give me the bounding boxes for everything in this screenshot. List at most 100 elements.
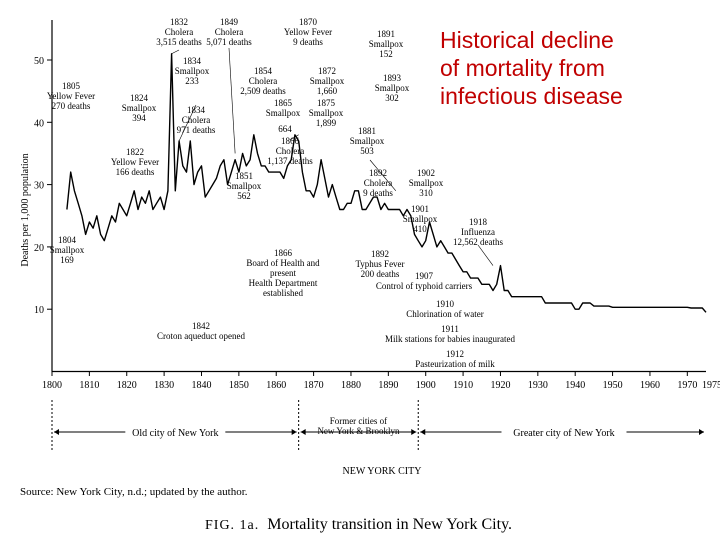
x-tick-label: 1950 <box>603 380 623 391</box>
annotation-line: 1891 <box>377 29 395 39</box>
annotation-line: Smallpox <box>227 181 262 191</box>
annotation-line: 152 <box>379 49 393 59</box>
arrowhead <box>300 429 306 435</box>
annotation-line: 1849 <box>220 17 239 27</box>
annotation: 1851 Smallpox 562 <box>227 171 262 201</box>
annotation-line: Smallpox <box>409 178 444 188</box>
annotation-line: Smallpox <box>266 108 301 118</box>
annotation-line: Smallpox <box>403 214 438 224</box>
annotation: 1849 Cholera 5,071 deaths <box>206 17 252 47</box>
annotation: 1804 Smallpox 169 <box>50 235 85 265</box>
annotation-line: Milk stations for babies inaugurated <box>385 334 515 344</box>
annotation-line: Croton aqueduct opened <box>157 331 245 341</box>
annotation-line: Yellow Fever <box>111 157 159 167</box>
annotation-line: 1881 <box>358 126 376 136</box>
annotation-line: Smallpox <box>175 66 210 76</box>
y-tick-label: 40 <box>34 118 44 129</box>
annotation-line: 1870 <box>299 17 318 27</box>
annotation: 1870 Yellow Fever 9 deaths <box>284 17 332 47</box>
annotation-line: 1834 <box>183 56 202 66</box>
annotation-line: 1893 <box>383 73 402 83</box>
annotation: 1907 Control of typhoid carriers <box>376 271 473 291</box>
x-tick-label: 1920 <box>490 380 510 391</box>
annotation-line: 9 deaths <box>363 188 393 198</box>
annotation: 1865 Smallpox <box>266 98 301 118</box>
y-tick-label: 30 <box>34 181 44 192</box>
annotation: 1872 Smallpox 1,660 <box>310 66 345 96</box>
figure-caption-text: Mortality transition in New York City. <box>267 516 513 533</box>
period-label: Old city of New York <box>132 428 218 439</box>
annotation-line: Health Department <box>249 278 318 288</box>
annotation-line: 310 <box>419 188 433 198</box>
annotation: 1854 Cholera 2,509 deaths <box>240 66 286 96</box>
annotation: 1893 Smallpox 302 <box>375 73 410 103</box>
x-tick-label: 1820 <box>117 380 137 391</box>
annotation-line: Influenza <box>461 227 495 237</box>
annotation-line: Cholera <box>165 27 194 37</box>
annotation-line: 1901 <box>411 204 429 214</box>
annotation-line: 1907 <box>415 271 434 281</box>
annotation-line: 971 deaths <box>177 125 216 135</box>
annotation-line: 166 deaths <box>116 167 155 177</box>
x-tick-label-last: 1975 <box>702 380 720 391</box>
x-tick-label: 1970 <box>677 380 697 391</box>
annotation-line: 1865 <box>274 98 293 108</box>
annotation-line: 1824 <box>130 93 149 103</box>
annotation-line: 3,515 deaths <box>156 37 202 47</box>
annotation: 1842 Croton aqueduct opened <box>157 321 245 341</box>
annotation-line: Cholera <box>215 27 244 37</box>
annotation-line: Smallpox <box>350 136 385 146</box>
figure-caption: FIG. 1a. Mortality transition in New York… <box>205 516 512 534</box>
overlay-title-line-1: Historical decline <box>440 27 614 53</box>
annotation-line: 9 deaths <box>293 37 323 47</box>
annotation-line: 664 <box>278 124 292 134</box>
annotation-line: Yellow Fever <box>47 91 95 101</box>
y-axis-label: Deaths per 1,000 population <box>20 153 31 266</box>
arrowhead <box>420 429 426 435</box>
annotation: 1832 Cholera 3,515 deaths <box>156 17 202 47</box>
annotation-line: 1866 <box>274 248 293 258</box>
x-tick-label: 1870 <box>304 380 324 391</box>
annotation-line: 1834 <box>187 105 206 115</box>
annotation-line: Yellow Fever <box>284 27 332 37</box>
annotation: 664 <box>278 124 292 134</box>
annotation-line: Typhus Fever <box>355 259 404 269</box>
overlay-title-line-2: of mortality from <box>440 55 605 81</box>
annotation-line: 1822 <box>126 147 144 157</box>
y-tick-label: 50 <box>34 56 44 67</box>
x-tick-label: 1830 <box>154 380 174 391</box>
annotation-line: 302 <box>385 93 399 103</box>
annotation-line: 233 <box>185 76 199 86</box>
annotation-pointer <box>477 244 494 266</box>
annotation-line: Smallpox <box>122 103 157 113</box>
annotation-line: 410 <box>413 224 427 234</box>
annotation-line: 1866 <box>281 136 300 146</box>
x-tick-label: 1840 <box>191 380 211 391</box>
annotation-line: 1851 <box>235 171 253 181</box>
annotation-line: 1804 <box>58 235 77 245</box>
annotation-line: 1,137 deaths <box>267 156 313 166</box>
x-tick-label: 1800 <box>42 380 62 391</box>
annotation-line: Smallpox <box>369 39 404 49</box>
annotation-pointer <box>228 47 236 154</box>
mortality-line <box>66 53 707 313</box>
period-label-line: Former cities of <box>330 416 388 426</box>
annotation: 1834 Smallpox 233 <box>175 56 210 86</box>
annotation-line: 562 <box>237 191 251 201</box>
source-note: Source: New York City, n.d.; updated by … <box>20 486 248 498</box>
periods-caption: NEW YORK CITY <box>343 466 422 477</box>
x-tick-label: 1890 <box>378 380 398 391</box>
annotation-line: Smallpox <box>310 76 345 86</box>
annotation-line: 200 deaths <box>361 269 400 279</box>
annotation-line: Cholera <box>364 178 393 188</box>
arrowhead <box>54 429 59 435</box>
annotation: 1911 Milk stations for babies inaugurated <box>385 324 515 344</box>
annotation-line: 1832 <box>170 17 188 27</box>
annotation-line: 503 <box>360 146 374 156</box>
x-tick-label: 1930 <box>528 380 548 391</box>
annotation: 1910 Chlorination of water <box>406 299 483 319</box>
period-label: Greater city of New York <box>513 428 614 439</box>
annotation: 1912 Pasteurization of milk <box>415 349 495 369</box>
annotation-line: 1805 <box>62 81 81 91</box>
